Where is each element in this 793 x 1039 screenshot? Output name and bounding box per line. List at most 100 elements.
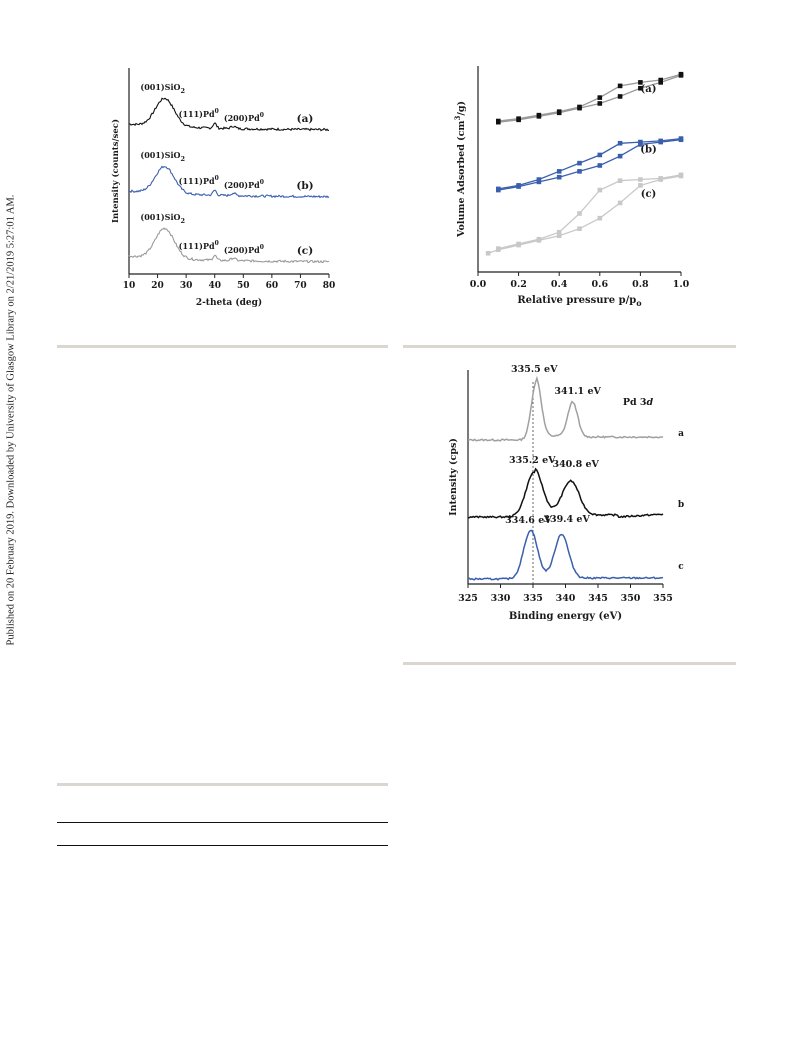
isotherm-point-0 — [617, 94, 623, 99]
divider-left-2 — [57, 783, 388, 786]
xrd-peak-label-0-2: (200)Pd0 — [224, 112, 264, 123]
isotherm-point-0 — [617, 83, 623, 89]
isotherm-point-0 — [577, 104, 582, 110]
xps-peak-label-0-0: 335.5 eV — [511, 364, 558, 375]
xrd-series-2 — [128, 227, 330, 264]
table-rule-bottom — [57, 845, 388, 846]
isotherm-desorption-1 — [498, 137, 682, 190]
isotherm-point-2 — [485, 250, 491, 256]
table-rule-top — [57, 822, 388, 823]
isotherm-series-label-2: (c) — [641, 189, 657, 200]
x-axis-label: 2-theta (deg) — [196, 297, 262, 308]
xrd-peak-label-1-2: (200)Pd0 — [224, 179, 264, 190]
isotherm-point-2 — [597, 187, 603, 193]
isotherm-point-0 — [496, 118, 501, 124]
x-axis-label: Binding energy (eV) — [509, 611, 622, 622]
xrd-peak-label-2-1: (111)Pd0 — [179, 240, 219, 251]
xrd-peak-label-2-0: (001)SiO2 — [140, 212, 185, 225]
x-tick-label: 355 — [653, 593, 673, 604]
xrd-peak-label-0-0: (001)SiO2 — [140, 82, 185, 95]
xrd-chart: 10 20 30 40 50 60 70 80 2-theta (deg) Intensity (… — [110, 68, 336, 308]
isotherm-point-2 — [658, 176, 663, 181]
isotherm-point-1 — [617, 153, 623, 159]
y-axis-label: Volume Adsorbed (cm3/g) — [453, 101, 467, 238]
isotherm-desorption-2 — [498, 174, 682, 250]
xrd-peak-label-1-1: (111)Pd0 — [179, 175, 219, 186]
x-tick-label: 30 — [180, 281, 193, 291]
isotherm-adsorption-1 — [498, 139, 682, 191]
xps-series-label-0: a — [678, 429, 684, 439]
isotherm-point-0 — [658, 77, 663, 83]
isotherm-point-2 — [536, 236, 542, 242]
isotherm-point-1 — [638, 139, 643, 145]
isotherm-point-2 — [678, 172, 684, 178]
isotherm-point-2 — [577, 211, 582, 216]
isotherm-point-1 — [597, 152, 603, 158]
xrd-peak-label-1-0: (001)SiO2 — [140, 150, 185, 163]
isotherm-chart: 0.0 0.2 0.4 0.6 0.8 1.0 Relative pressure p/po… — [453, 66, 690, 308]
isotherm-point-1 — [556, 169, 562, 174]
isotherm-point-1 — [658, 138, 663, 144]
x-tick-label: 0.6 — [592, 279, 609, 290]
download-notice-text: Published on 20 February 2019. Downloade… — [5, 194, 17, 646]
divider-right-1 — [403, 345, 736, 348]
x-tick-label: 80 — [323, 281, 336, 291]
isotherm-point-1 — [536, 179, 542, 185]
isotherm-series-label-0: (a) — [641, 84, 657, 95]
isotherm-point-0 — [638, 80, 643, 85]
isotherm-point-1 — [638, 142, 643, 147]
isotherm-point-1 — [597, 163, 603, 168]
isotherm-point-2 — [556, 229, 562, 235]
xrd-series-label-0: (a) — [297, 113, 314, 125]
isotherm-point-0 — [658, 80, 663, 85]
xrd-peak-label-2-2: (200)Pd0 — [224, 244, 264, 255]
x-tick-label: 340 — [556, 593, 576, 604]
isotherm-point-0 — [556, 109, 562, 114]
x-tick-label: 330 — [491, 593, 511, 604]
spectrum-title: Pd 3d — [623, 397, 654, 408]
xps-peak-label-0-1: 341.1 eV — [554, 386, 601, 397]
x-axis-label: Relative pressure p/po — [517, 295, 642, 308]
x-tick-label: 50 — [237, 281, 250, 291]
xps-peak-label-1-1: 340.8 eV — [552, 459, 599, 470]
xps-series-label-1: b — [678, 500, 684, 510]
isotherm-point-2 — [496, 246, 501, 251]
xrd-series-label-2: (c) — [297, 245, 313, 257]
xps-peak-label-2-1: 339.4 eV — [543, 514, 590, 525]
xrd-peak-label-0-1: (111)Pd0 — [179, 108, 219, 119]
x-tick-label: 335 — [523, 593, 543, 604]
isotherm-point-2 — [617, 178, 623, 184]
isotherm-point-2 — [638, 177, 643, 182]
isotherm-point-1 — [577, 169, 582, 174]
isotherm-point-2 — [556, 233, 562, 239]
isotherm-point-0 — [516, 116, 521, 121]
isotherm-point-1 — [536, 177, 542, 182]
x-tick-label: 70 — [294, 281, 307, 291]
isotherm-point-0 — [597, 101, 603, 106]
isotherm-point-1 — [617, 140, 623, 146]
isotherm-point-1 — [556, 174, 562, 180]
isotherm-point-0 — [597, 95, 603, 100]
isotherm-point-1 — [496, 186, 501, 192]
xps-peak-label-1-0: 335.2 eV — [509, 455, 556, 466]
x-tick-label: 60 — [266, 281, 279, 291]
divider-left-1 — [57, 345, 388, 348]
isotherm-desorption-0 — [498, 73, 682, 122]
isotherm-point-0 — [536, 112, 542, 118]
y-axis-label: Intensity (counts/sec) — [110, 119, 121, 223]
divider-right-2 — [403, 662, 736, 665]
x-tick-label: 345 — [588, 593, 608, 604]
xps-series-2 — [467, 529, 664, 581]
xrd-series-label-1: (b) — [296, 180, 313, 192]
isotherm-point-2 — [516, 241, 521, 247]
x-tick-label: 0.2 — [510, 279, 527, 290]
isotherm-point-2 — [638, 183, 643, 188]
x-tick-label: 20 — [151, 281, 164, 291]
y-axis-label: Intensity (cps) — [448, 438, 459, 516]
isotherm-point-1 — [577, 160, 582, 166]
x-tick-label: 0.0 — [470, 279, 487, 290]
isotherm-point-2 — [577, 226, 582, 231]
x-tick-label: 0.4 — [551, 279, 568, 290]
isotherm-adsorption-0 — [498, 74, 682, 123]
isotherm-point-0 — [638, 85, 643, 91]
